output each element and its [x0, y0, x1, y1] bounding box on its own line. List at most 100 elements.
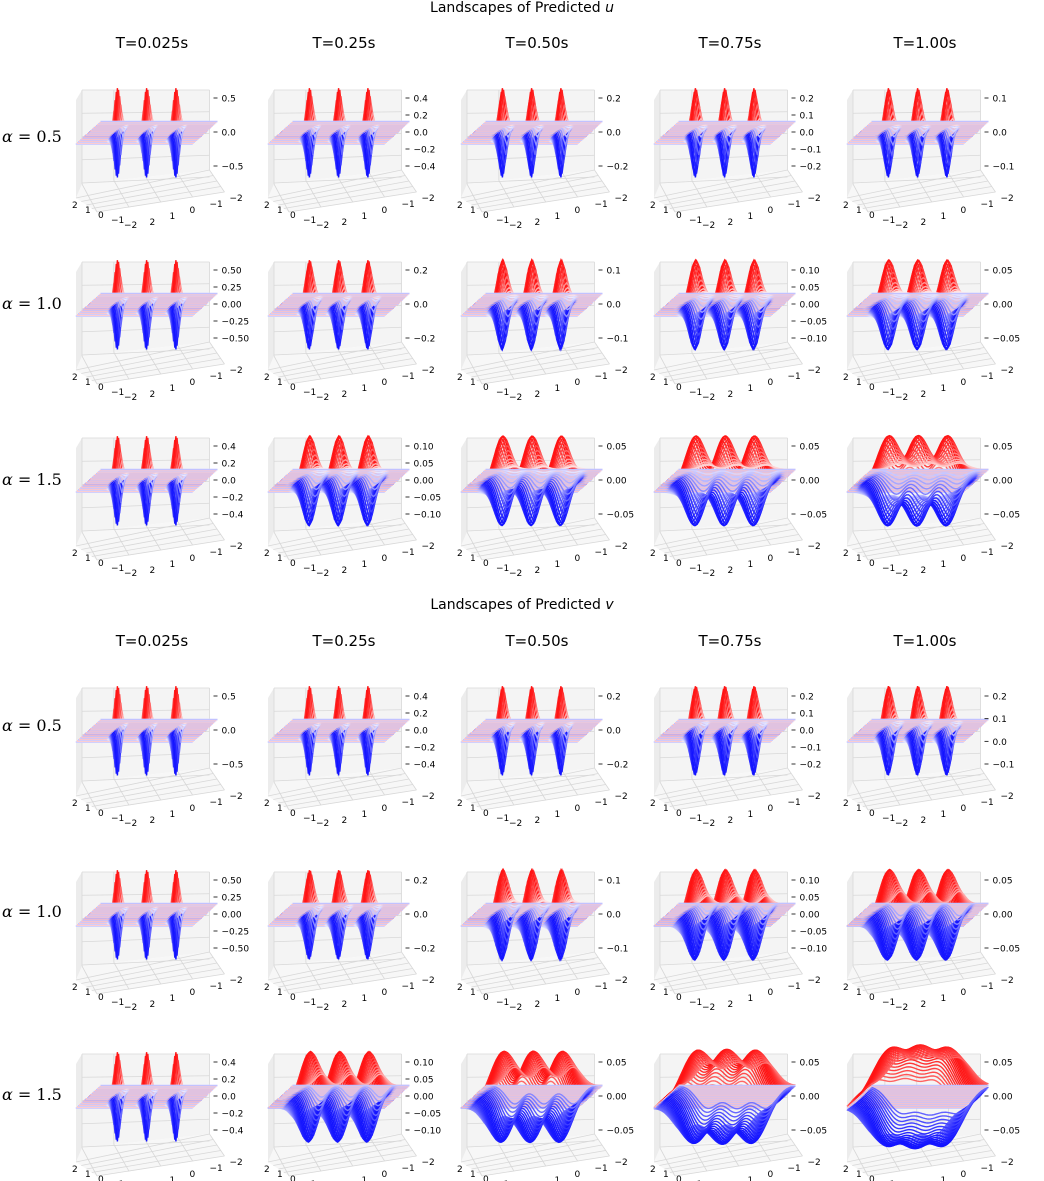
x-tick-label: 1 — [663, 988, 669, 998]
grid-line — [466, 773, 599, 800]
grid-line — [653, 1133, 788, 1163]
grid-line — [916, 348, 933, 375]
grid-line — [86, 528, 218, 554]
grid-line — [337, 348, 354, 375]
alpha-symbol: α — [2, 127, 13, 146]
grid-line — [476, 1150, 606, 1173]
y-tick-label: −1 — [788, 200, 801, 210]
grid-line — [862, 186, 992, 209]
x-tick-label: 2 — [650, 549, 656, 559]
y-tick-label: 1 — [362, 810, 368, 820]
y-tick-label: 0 — [190, 378, 196, 388]
z-tick-label: 0.5 — [222, 95, 236, 105]
surface-ridge — [862, 870, 980, 913]
y-tick-label: −1 — [210, 372, 223, 382]
grid-line — [267, 951, 402, 981]
y-tick-label: −1 — [210, 548, 223, 558]
y-tick-label: 2 — [921, 218, 927, 228]
panel-v-alpha-0.5-0: 0.50.0−0.52 1 0 −1 −2 210−1−2 — [72, 686, 243, 829]
x-tick-label: 2 — [457, 201, 463, 211]
x-tick-label: 0 — [483, 993, 489, 1003]
grid-line — [787, 169, 803, 193]
z-tick-label: −0.2 — [414, 744, 436, 754]
grid-line — [674, 539, 803, 561]
grid-line — [81, 175, 214, 202]
x-tick-label: 1 — [856, 1170, 862, 1180]
z-tick-label: −0.1 — [993, 163, 1015, 173]
grid-line — [852, 175, 985, 202]
z-tick-label: −0.05 — [993, 945, 1021, 955]
x-tick-label: −2 — [702, 393, 715, 403]
x-tick-label: 2 — [264, 983, 270, 993]
grid-line — [852, 531, 869, 561]
z-tick-label: −0.05 — [800, 928, 828, 938]
y-tick-label: −1 — [402, 548, 415, 558]
surface-ridge — [478, 1053, 596, 1093]
grid-line — [209, 169, 225, 193]
row-label-u-alpha-1.0: α = 1.0 — [2, 294, 62, 313]
grid-line — [562, 1137, 578, 1162]
x-tick-label: 0 — [290, 559, 296, 569]
grid-line — [466, 176, 595, 184]
section-title-var: u — [605, 0, 614, 16]
grid-line — [177, 345, 193, 370]
y-tick-label: −1 — [595, 1164, 608, 1174]
grid-line — [177, 955, 193, 980]
y-tick-label: 2 — [728, 1000, 734, 1010]
z-tick-label: −0.05 — [607, 511, 635, 521]
y-tick-label: 0 — [382, 804, 388, 814]
grid-line — [481, 973, 610, 995]
grid-line — [669, 968, 799, 991]
grid-line — [267, 341, 402, 371]
grid-line — [273, 176, 402, 184]
surface-trough — [870, 470, 988, 481]
grid-line — [209, 951, 225, 975]
y-tick-label: −1 — [595, 548, 608, 558]
y-tick-label: −2 — [1001, 976, 1014, 986]
surface-trough — [479, 474, 597, 495]
grid-line — [659, 176, 788, 184]
y-tick-label: −1 — [981, 1164, 994, 1174]
grid-line — [466, 183, 483, 213]
y-tick-label: −2 — [422, 542, 435, 552]
z-tick-label: 0.4 — [414, 95, 429, 105]
grid-line — [288, 1155, 417, 1177]
z-tick-label: 0.2 — [607, 95, 621, 105]
grid-line — [659, 965, 676, 995]
panel-u-alpha-1-4: 0.050.00−0.052 1 0 −1 −2 210−1−2 — [843, 258, 1020, 403]
grid-line — [562, 771, 578, 796]
x-tick-label: −2 — [316, 1003, 329, 1013]
grid-line — [594, 169, 610, 193]
grid-line — [466, 781, 483, 811]
surface-trough — [857, 481, 976, 527]
y-tick-label: 0 — [382, 1170, 388, 1180]
y-tick-label: 2 — [921, 1000, 927, 1010]
panel-v-alpha-0.5-1: 0.40.20.0−0.2−0.42 1 0 −1 −2 210−1−2 — [264, 686, 436, 829]
y-tick-label: −1 — [402, 798, 415, 808]
grid-line — [948, 771, 964, 796]
grid-line — [81, 347, 214, 374]
y-tick-label: 0 — [575, 988, 581, 998]
grid-line — [96, 1155, 225, 1177]
y-tick-label: 1 — [555, 212, 561, 222]
grid-line — [369, 771, 385, 796]
x-tick-label: −1 — [111, 564, 124, 574]
y-tick-label: −1 — [595, 200, 608, 210]
grid-line — [401, 341, 417, 365]
surface-ridge — [476, 1050, 594, 1095]
z-tick-label: 0.2 — [800, 693, 814, 703]
grid-line — [659, 531, 676, 561]
x-tick-label: 2 — [650, 201, 656, 211]
grid-line — [278, 778, 410, 804]
x-tick-label: 0 — [98, 1175, 104, 1181]
grid-line — [852, 523, 985, 550]
grid-line — [852, 774, 981, 782]
grid-line — [723, 1140, 740, 1167]
x-tick-label: 1 — [856, 988, 862, 998]
grid-line — [530, 524, 547, 551]
x-tick-label: 1 — [85, 554, 91, 564]
grid-line — [460, 169, 595, 199]
x-tick-label: 2 — [843, 799, 849, 809]
panel-u-alpha-1.5-2: 0.050.00−0.052 1 0 −1 −2 210−1−2 — [457, 435, 635, 579]
